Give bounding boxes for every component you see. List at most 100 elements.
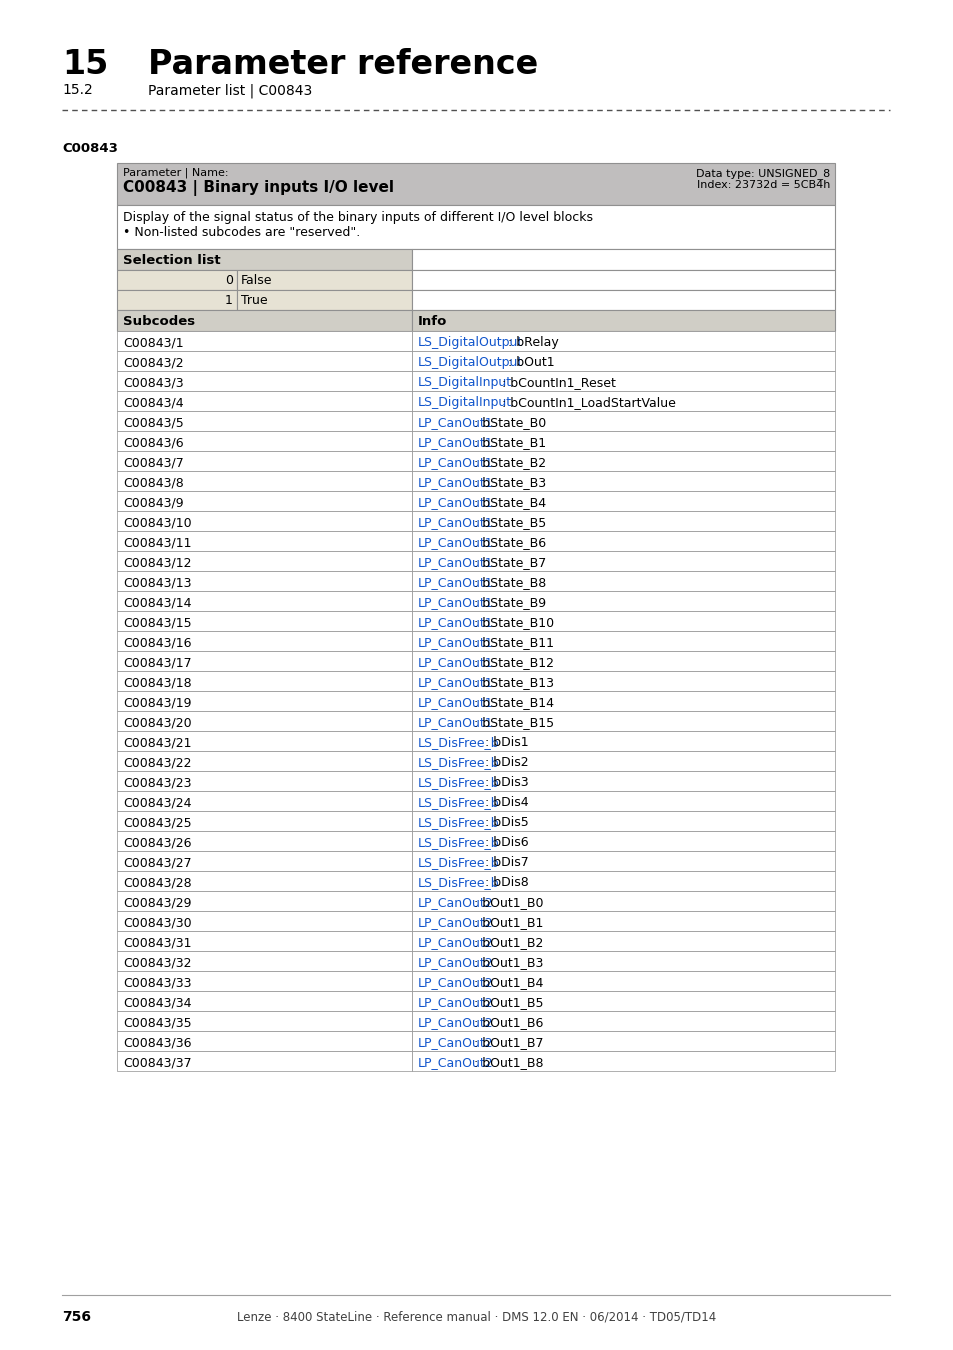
Bar bbox=[412, 571, 834, 591]
Text: LP_CanOut1: LP_CanOut1 bbox=[417, 595, 493, 609]
Bar bbox=[117, 832, 412, 850]
Bar bbox=[117, 331, 412, 351]
Text: : bDis6: : bDis6 bbox=[485, 836, 528, 849]
Text: : bDis8: : bDis8 bbox=[485, 876, 528, 890]
Text: : bState_B5: : bState_B5 bbox=[474, 516, 546, 529]
Bar bbox=[412, 832, 834, 850]
Bar bbox=[117, 991, 412, 1011]
Bar bbox=[117, 471, 412, 491]
Bar bbox=[117, 711, 412, 730]
Text: C00843/37: C00843/37 bbox=[123, 1056, 192, 1069]
Text: LP_CanOut1: LP_CanOut1 bbox=[417, 477, 493, 489]
Bar bbox=[117, 651, 412, 671]
Bar bbox=[412, 591, 834, 612]
Bar bbox=[117, 290, 236, 310]
Bar bbox=[412, 392, 834, 410]
Bar bbox=[117, 1011, 412, 1031]
Bar bbox=[412, 931, 834, 950]
Text: : bState_B4: : bState_B4 bbox=[474, 495, 545, 509]
Text: C00843/35: C00843/35 bbox=[123, 1017, 192, 1029]
Text: C00843/11: C00843/11 bbox=[123, 536, 192, 549]
Text: LS_DisFree_b: LS_DisFree_b bbox=[417, 856, 499, 869]
Text: LS_DigitalInput: LS_DigitalInput bbox=[417, 377, 512, 389]
Text: 1: 1 bbox=[225, 294, 233, 306]
Bar bbox=[412, 751, 834, 771]
Bar bbox=[412, 691, 834, 711]
Text: C00843/30: C00843/30 bbox=[123, 917, 192, 929]
Text: 0: 0 bbox=[225, 274, 233, 288]
Text: : bDis2: : bDis2 bbox=[485, 756, 528, 770]
Text: LP_CanOut2: LP_CanOut2 bbox=[417, 1017, 493, 1029]
Text: : bOut1: : bOut1 bbox=[507, 356, 554, 369]
Text: LS_DisFree_b: LS_DisFree_b bbox=[417, 836, 499, 849]
Bar bbox=[117, 531, 412, 551]
Bar bbox=[412, 491, 834, 512]
Text: : bOut1_B8: : bOut1_B8 bbox=[474, 1056, 543, 1069]
Text: C00843/19: C00843/19 bbox=[123, 697, 192, 709]
Text: • Non-listed subcodes are "reserved".: • Non-listed subcodes are "reserved". bbox=[123, 225, 360, 239]
Bar bbox=[412, 248, 834, 270]
Bar bbox=[412, 471, 834, 491]
Text: : bOut1_B7: : bOut1_B7 bbox=[474, 1035, 543, 1049]
Text: LP_CanOut1: LP_CanOut1 bbox=[417, 697, 493, 709]
Bar bbox=[117, 310, 412, 331]
Bar bbox=[412, 551, 834, 571]
Bar bbox=[117, 891, 412, 911]
Text: LP_CanOut1: LP_CanOut1 bbox=[417, 516, 493, 529]
Bar bbox=[412, 811, 834, 832]
Text: LP_CanOut1: LP_CanOut1 bbox=[417, 656, 493, 670]
Text: C00843/8: C00843/8 bbox=[123, 477, 184, 489]
Bar bbox=[117, 730, 412, 751]
Text: C00843/16: C00843/16 bbox=[123, 636, 192, 649]
Text: : bCountIn1_LoadStartValue: : bCountIn1_LoadStartValue bbox=[501, 396, 675, 409]
Bar bbox=[117, 431, 412, 451]
Text: : bOut1_B3: : bOut1_B3 bbox=[474, 956, 543, 969]
Text: C00843/5: C00843/5 bbox=[123, 416, 184, 429]
Text: LP_CanOut1: LP_CanOut1 bbox=[417, 456, 493, 468]
Text: Parameter reference: Parameter reference bbox=[148, 49, 537, 81]
Bar bbox=[412, 971, 834, 991]
Text: C00843/2: C00843/2 bbox=[123, 356, 183, 369]
Text: Parameter | Name:: Parameter | Name: bbox=[123, 167, 229, 178]
Text: Info: Info bbox=[417, 315, 447, 328]
Bar bbox=[117, 771, 412, 791]
Bar bbox=[117, 612, 412, 630]
Text: LS_DigitalOutput: LS_DigitalOutput bbox=[417, 336, 522, 350]
Text: C00843/15: C00843/15 bbox=[123, 616, 192, 629]
Bar bbox=[117, 931, 412, 950]
Bar bbox=[117, 1052, 412, 1071]
Bar bbox=[412, 451, 834, 471]
Text: Display of the signal status of the binary inputs of different I/O level blocks: Display of the signal status of the bina… bbox=[123, 211, 593, 224]
Text: : bState_B9: : bState_B9 bbox=[474, 595, 545, 609]
Bar bbox=[117, 392, 412, 410]
Text: C00843/31: C00843/31 bbox=[123, 936, 192, 949]
Bar bbox=[117, 571, 412, 591]
Bar bbox=[412, 331, 834, 351]
Bar bbox=[412, 891, 834, 911]
Text: LP_CanOut1: LP_CanOut1 bbox=[417, 616, 493, 629]
Text: C00843/21: C00843/21 bbox=[123, 736, 192, 749]
Text: 15: 15 bbox=[62, 49, 109, 81]
Bar bbox=[412, 270, 834, 290]
Text: C00843/24: C00843/24 bbox=[123, 796, 192, 809]
Bar bbox=[117, 791, 412, 811]
Bar bbox=[412, 950, 834, 971]
Text: Index: 23732d = 5CB4h: Index: 23732d = 5CB4h bbox=[696, 180, 829, 190]
Text: C00843/7: C00843/7 bbox=[123, 456, 184, 468]
Text: Subcodes: Subcodes bbox=[123, 315, 195, 328]
Text: C00843/9: C00843/9 bbox=[123, 495, 183, 509]
Text: True: True bbox=[241, 294, 268, 306]
Bar bbox=[412, 671, 834, 691]
Bar bbox=[117, 911, 412, 932]
Bar bbox=[117, 871, 412, 891]
Text: : bState_B6: : bState_B6 bbox=[474, 536, 545, 549]
Text: : bState_B12: : bState_B12 bbox=[474, 656, 554, 670]
Text: C00843/1: C00843/1 bbox=[123, 336, 183, 350]
Bar bbox=[117, 551, 412, 571]
Text: False: False bbox=[241, 274, 273, 288]
Bar bbox=[412, 711, 834, 730]
Text: : bOut1_B1: : bOut1_B1 bbox=[474, 917, 543, 929]
Text: LP_CanOut1: LP_CanOut1 bbox=[417, 716, 493, 729]
Text: 756: 756 bbox=[62, 1310, 91, 1324]
Bar bbox=[117, 371, 412, 392]
